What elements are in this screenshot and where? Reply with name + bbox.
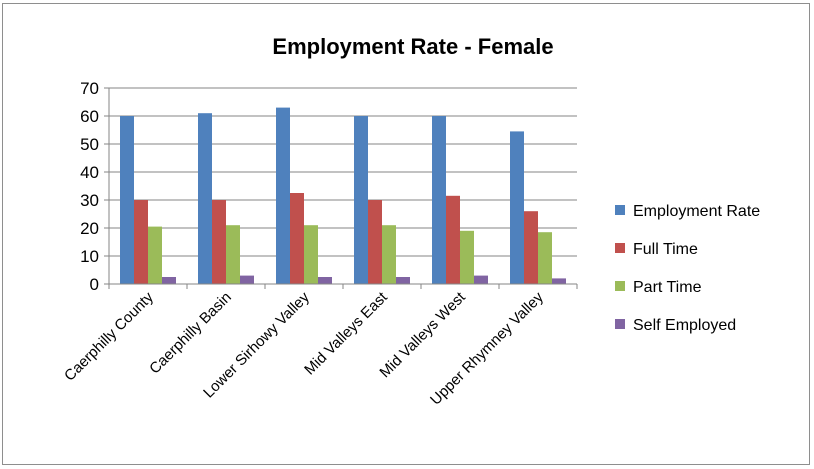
gridlines [109,87,577,257]
bar [552,278,566,284]
bar [226,225,240,284]
bar [368,200,382,284]
y-tick-label: 20 [80,219,99,238]
bar [290,193,304,284]
y-tick-label: 50 [80,135,99,154]
y-tick-label: 10 [80,247,99,266]
bar [538,232,552,284]
bars [120,107,566,284]
bar [524,211,538,284]
y-tick-label: 70 [80,79,99,98]
chart-canvas: Employment Rate - Female 0 10 20 30 40 50 60 70… [61,34,760,409]
legend-label: Full Time [633,241,698,258]
legend-swatch [615,205,625,215]
bar [510,131,524,284]
bar [354,116,368,284]
bar [446,195,460,284]
legend-swatch [615,281,625,291]
chart-title: Employment Rate - Female [272,34,553,59]
legend-swatch [615,243,625,253]
bar [120,116,134,284]
bar [162,277,176,284]
bar [240,275,254,284]
bar [134,200,148,284]
y-tick-label: 40 [80,163,99,182]
y-tick-label: 30 [80,191,99,210]
bar [396,277,410,284]
bar [382,225,396,284]
bar [198,113,212,284]
legend: Employment Rate Full Time Part Time Self Em… [615,203,760,334]
y-tick-label: 0 [90,275,99,294]
bar [304,225,318,284]
bar [432,116,446,284]
x-category-label: Caerphilly County [61,288,157,384]
bar [212,200,226,284]
legend-label: Self Employed [633,317,736,334]
chart-area: Employment Rate - Female 0 10 20 30 40 50 60 70… [2,3,810,465]
bar [318,277,332,284]
x-category-label: Mid Valleys East [301,288,391,378]
y-axis: 0 10 20 30 40 50 60 70 [80,79,110,294]
x-category-label: Caerphilly Basin [146,289,235,378]
bar [276,107,290,284]
y-tick-label: 60 [80,107,99,126]
bar [460,230,474,284]
bar [474,275,488,284]
legend-label: Part Time [633,279,702,296]
legend-swatch [615,319,625,329]
bar [148,226,162,284]
legend-label: Employment Rate [633,203,760,220]
